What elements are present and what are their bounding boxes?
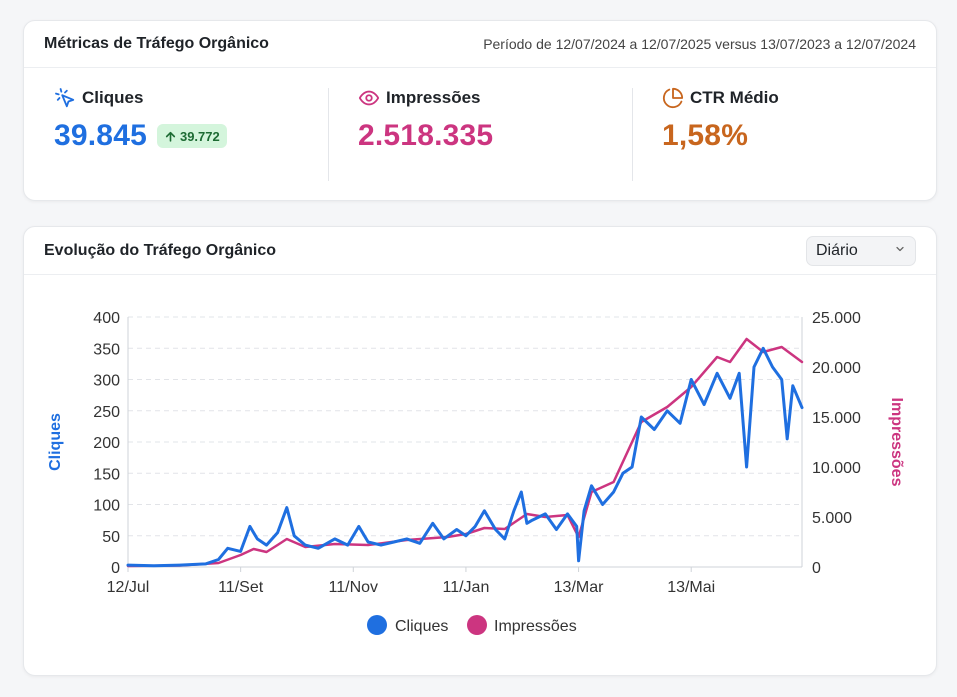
y-left-tick-label: 50 xyxy=(102,529,120,546)
x-tick-label: 11/Jan xyxy=(442,579,489,596)
metric-value-ctr: 1,58% xyxy=(662,119,749,152)
metrics-card: Métricas de Tráfego Orgânico Período de … xyxy=(23,20,937,201)
chart-card-title: Evolução do Tráfego Orgânico xyxy=(44,241,277,259)
x-tick-label: 13/Mai xyxy=(667,579,715,596)
y-right-tick-label: 15.000 xyxy=(812,410,861,427)
y-right-tick-label: 20.000 xyxy=(812,360,861,377)
metric-clicks: Cliques 39.845 39.772 xyxy=(24,68,328,201)
metric-label-ctr: CTR Médio xyxy=(690,88,779,107)
y-right-tick-label: 25.000 xyxy=(812,310,861,327)
chevron-down-icon xyxy=(894,242,906,260)
legend-marker-clicks xyxy=(367,615,387,635)
y-left-tick-label: 400 xyxy=(93,310,120,327)
y-left-tick-label: 200 xyxy=(93,435,120,452)
metric-value-clicks: 39.845 xyxy=(54,119,147,152)
y-right-tick-label: 10.000 xyxy=(812,460,861,477)
y-left-tick-label: 300 xyxy=(93,373,120,390)
legend-label-impressions: Impressões xyxy=(494,618,577,635)
metrics-card-title: Métricas de Tráfego Orgânico xyxy=(44,35,269,52)
y-right-tick-label: 0 xyxy=(812,560,821,577)
series-line-impressions xyxy=(126,337,804,568)
metric-value-impressions: 2.518.335 xyxy=(358,119,494,152)
traffic-line-chart: 0 50 100 150 200 250 300 350 400 0 5.000 10.000 15.0… xyxy=(47,310,905,635)
x-tick-label: 11/Set xyxy=(218,579,264,596)
cursor-click-icon xyxy=(54,87,76,109)
series-line-clicks xyxy=(126,346,804,568)
eye-icon xyxy=(358,87,380,109)
metric-ctr: CTR Médio 1,58% xyxy=(632,68,936,201)
chart-card-header: Evolução do Tráfego Orgânico Diário xyxy=(24,227,936,275)
granularity-select[interactable]: Diário xyxy=(806,235,916,266)
y-left-tick-label: 350 xyxy=(93,341,120,358)
period-text: Período de 12/07/2024 a 12/07/2025 versu… xyxy=(483,36,916,52)
x-tick-label: 12/Jul xyxy=(107,579,150,596)
metric-label-impressions: Impressões xyxy=(386,88,481,107)
y-left-tick-label: 100 xyxy=(93,498,120,515)
granularity-value: Diário xyxy=(816,241,858,259)
metrics-row: Cliques 39.845 39.772 Impressões xyxy=(24,68,936,201)
chart-card: Evolução do Tráfego Orgânico Diário 0 50 1… xyxy=(23,226,937,676)
y-right-tick-label: 5.000 xyxy=(812,510,852,527)
metric-label-clicks: Cliques xyxy=(82,88,144,107)
legend-marker-impressions xyxy=(467,615,487,635)
metric-impressions: Impressões 2.518.335 xyxy=(328,68,632,201)
metrics-card-header: Métricas de Tráfego Orgânico Período de … xyxy=(24,21,936,68)
x-tick-label: 11/Nov xyxy=(329,579,379,596)
x-tick-label: 13/Mar xyxy=(554,579,604,596)
arrow-up-icon xyxy=(165,131,176,142)
clicks-delta-badge: 39.772 xyxy=(156,124,227,148)
y-left-tick-label: 0 xyxy=(111,560,120,577)
legend-label-clicks: Cliques xyxy=(395,618,448,635)
clicks-delta-value: 39.772 xyxy=(179,128,220,144)
y-left-axis-title: Cliques xyxy=(47,413,64,471)
y-left-tick-label: 250 xyxy=(93,404,120,421)
y-right-axis-title: Impressões xyxy=(888,398,905,487)
y-left-tick-label: 150 xyxy=(93,466,120,483)
pie-chart-icon xyxy=(662,87,684,109)
